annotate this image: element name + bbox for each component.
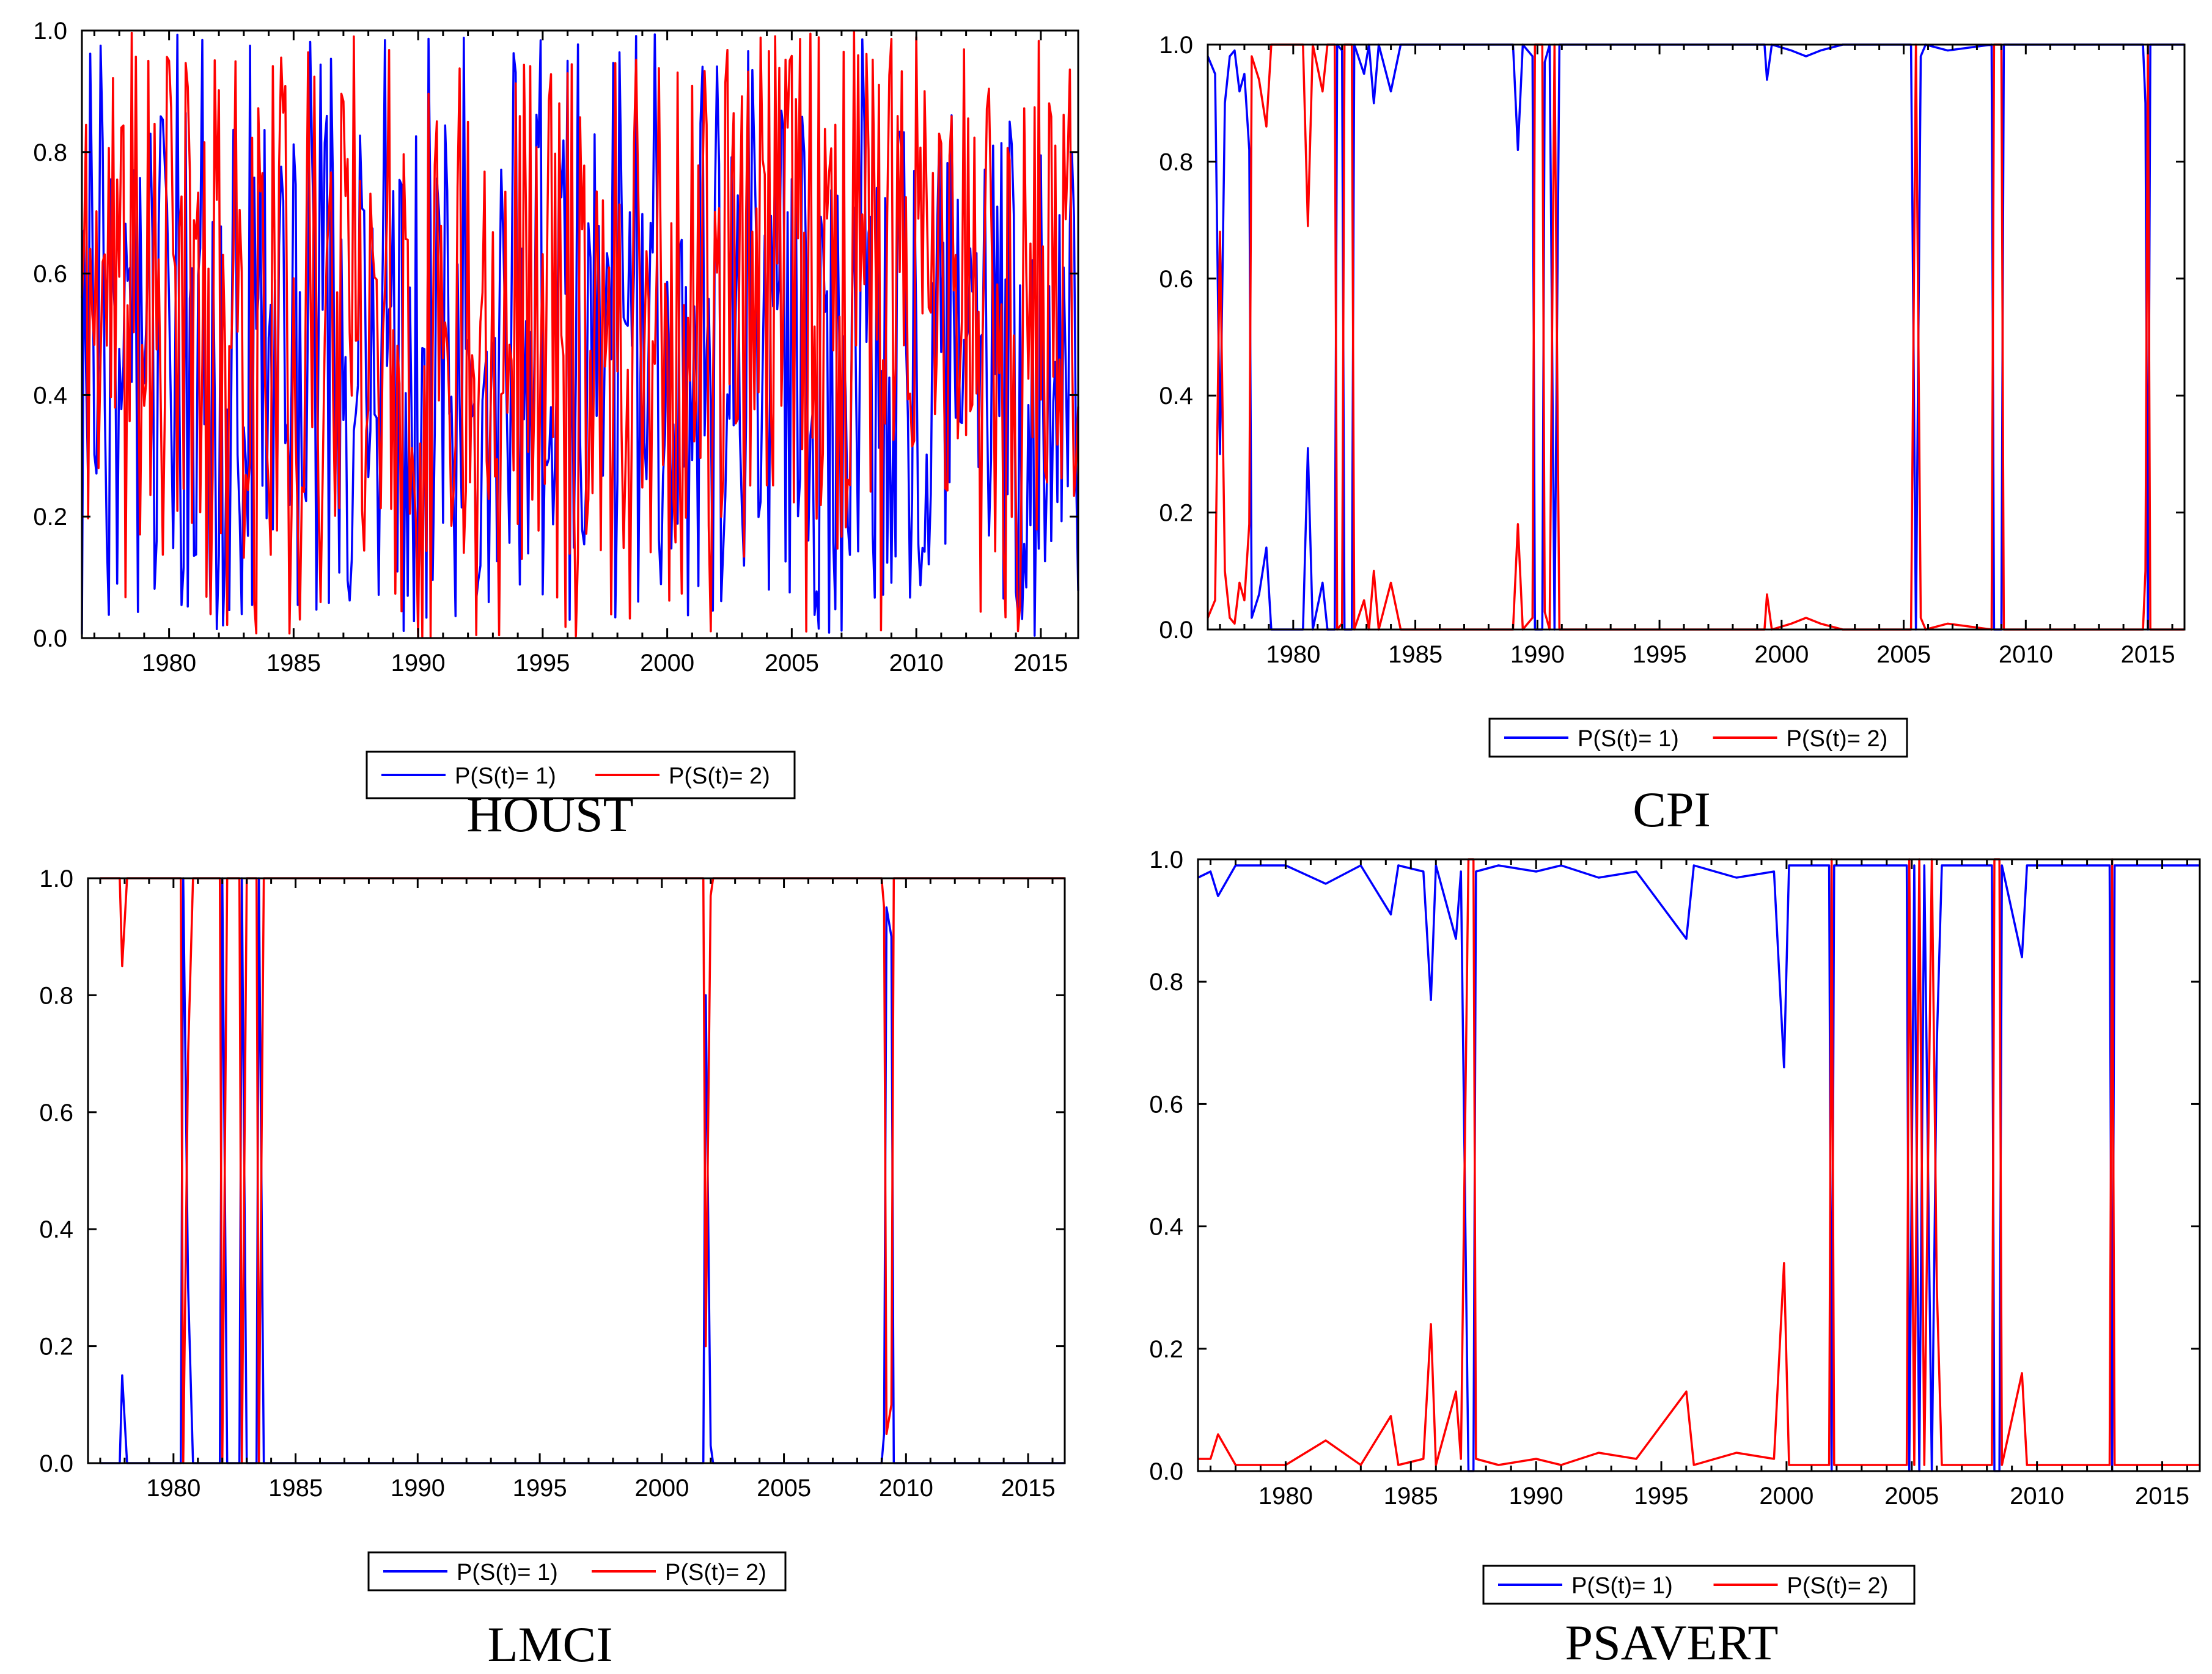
y-tick-label: 0.6: [39, 1099, 73, 1126]
y-tick-label: 0.4: [1159, 383, 1193, 409]
x-tick-label: 2015: [1001, 1475, 1056, 1502]
series-line-1: [1197, 864, 2200, 1472]
x-tick-label: 1990: [391, 1475, 445, 1502]
y-tick-label: 0.2: [1149, 1336, 1183, 1363]
x-tick-label: 2005: [1876, 641, 1931, 668]
y-tick-label: 0.8: [1159, 149, 1193, 175]
legend: P(S(t)= 1) P(S(t)= 2): [1482, 1565, 1916, 1605]
y-tick-label: 1.0: [39, 865, 73, 892]
x-tick-label: 1990: [1509, 1483, 1563, 1510]
legend-label-1: P(S(t)= 1): [457, 1560, 558, 1585]
x-tick-label: 2000: [634, 1475, 689, 1502]
y-tick-label: 0.6: [33, 261, 67, 288]
x-tick-label: 2010: [889, 650, 944, 677]
x-tick-label: 1980: [142, 650, 196, 677]
plot-frame: [87, 877, 1066, 1464]
y-tick-label: 0.2: [39, 1334, 73, 1360]
panel-title: HOUST: [466, 787, 633, 842]
panel-houst: 0.0 0.2 0.4 0.6 0.8 1.0 1980 1985 1990 1995 2000 20…: [33, 18, 1079, 842]
x-tick-label: 2000: [640, 650, 694, 677]
x-tick-label: 2010: [1999, 641, 2053, 668]
series-line-1: [1207, 43, 2184, 631]
legend: P(S(t)= 1) P(S(t)= 2): [366, 751, 796, 799]
x-tick-label: 2015: [2135, 1483, 2189, 1510]
y-tick-label: 0.6: [1159, 266, 1193, 293]
legend-label-2: P(S(t)= 2): [665, 1560, 766, 1585]
y-tick-label: 0.6: [1149, 1091, 1183, 1118]
panel-title: LMCI: [488, 1617, 613, 1672]
y-tick-label: 0.0: [39, 1450, 73, 1477]
x-tick-label: 1985: [1388, 641, 1442, 668]
plot-frame: [1207, 43, 2186, 631]
y-tick-label: 0.2: [1159, 500, 1193, 527]
legend-label-2: P(S(t)= 2): [1787, 726, 1888, 752]
y-tick-label: 0.2: [33, 504, 67, 530]
series-line-2: [1207, 43, 2184, 631]
x-tick-label: 2010: [879, 1475, 933, 1502]
y-tick-label: 0.0: [33, 625, 67, 652]
x-tick-label: 2010: [2010, 1483, 2064, 1510]
y-tick-label: 0.8: [33, 139, 67, 166]
series-line-2: [1198, 858, 2200, 1466]
y-tick-label: 1.0: [1149, 846, 1183, 873]
x-tick-label: 1995: [1633, 641, 1687, 668]
panel-psavert: 0.0 0.2 0.4 0.6 0.8 1.0 1980 1985 1990 1995 2000 20…: [1149, 846, 2201, 1670]
x-tick-label: 1990: [1510, 641, 1565, 668]
x-tick-label: 2000: [1759, 1483, 1813, 1510]
x-tick-label: 1995: [515, 650, 570, 677]
y-tick-label: 0.4: [39, 1216, 73, 1243]
y-tick-label: 0.4: [1149, 1214, 1183, 1241]
x-tick-label: 1980: [146, 1475, 200, 1502]
x-tick-label: 1985: [268, 1475, 323, 1502]
x-tick-label: 2005: [757, 1475, 811, 1502]
x-tick-label: 2015: [2121, 641, 2175, 668]
legend: P(S(t)= 1) P(S(t)= 2): [367, 1551, 787, 1591]
y-tick-label: 0.0: [1149, 1458, 1183, 1485]
y-tick-label: 0.4: [33, 382, 67, 409]
x-tick-label: 1985: [266, 650, 321, 677]
legend-label-1: P(S(t)= 1): [1578, 726, 1679, 752]
x-tick-label: 1985: [1384, 1483, 1438, 1510]
x-tick-label: 2005: [1884, 1483, 1939, 1510]
x-tick-label: 2005: [765, 650, 819, 677]
x-tick-label: 1980: [1266, 641, 1320, 668]
panel-title: CPI: [1633, 782, 1711, 837]
y-tick-label: 0.8: [39, 982, 73, 1009]
plot-frame: [1197, 858, 2201, 1472]
legend-label-1: P(S(t)= 1): [1571, 1573, 1673, 1599]
legend-label-1: P(S(t)= 1): [455, 763, 556, 789]
series-line-1: [81, 33, 1079, 637]
x-tick-label: 1995: [513, 1475, 567, 1502]
panel-lmci: 0.0 0.2 0.4 0.6 0.8 1.0 1980 1985 1990 1995 2000 20…: [39, 865, 1066, 1672]
x-tick-label: 1990: [391, 650, 446, 677]
y-tick-label: 0.8: [1149, 969, 1183, 996]
x-tick-label: 1980: [1258, 1483, 1313, 1510]
x-tick-label: 1995: [1634, 1483, 1689, 1510]
y-tick-label: 0.0: [1159, 617, 1193, 644]
y-tick-label: 1.0: [33, 18, 67, 45]
x-tick-label: 2015: [1013, 650, 1068, 677]
legend-label-2: P(S(t)= 2): [1787, 1573, 1889, 1599]
legend-label-2: P(S(t)= 2): [669, 763, 770, 789]
y-tick-label: 1.0: [1159, 32, 1193, 59]
series-line-2: [81, 30, 1079, 639]
plot-frame: [81, 29, 1079, 639]
panel-title: PSAVERT: [1565, 1615, 1778, 1670]
legend: P(S(t)= 1) P(S(t)= 2): [1488, 718, 1908, 758]
panel-cpi: 0.0 0.2 0.4 0.6 0.8 1.0 1980 1985 1990 1995 2000 20…: [1159, 32, 2186, 837]
x-tick-label: 2000: [1754, 641, 1809, 668]
